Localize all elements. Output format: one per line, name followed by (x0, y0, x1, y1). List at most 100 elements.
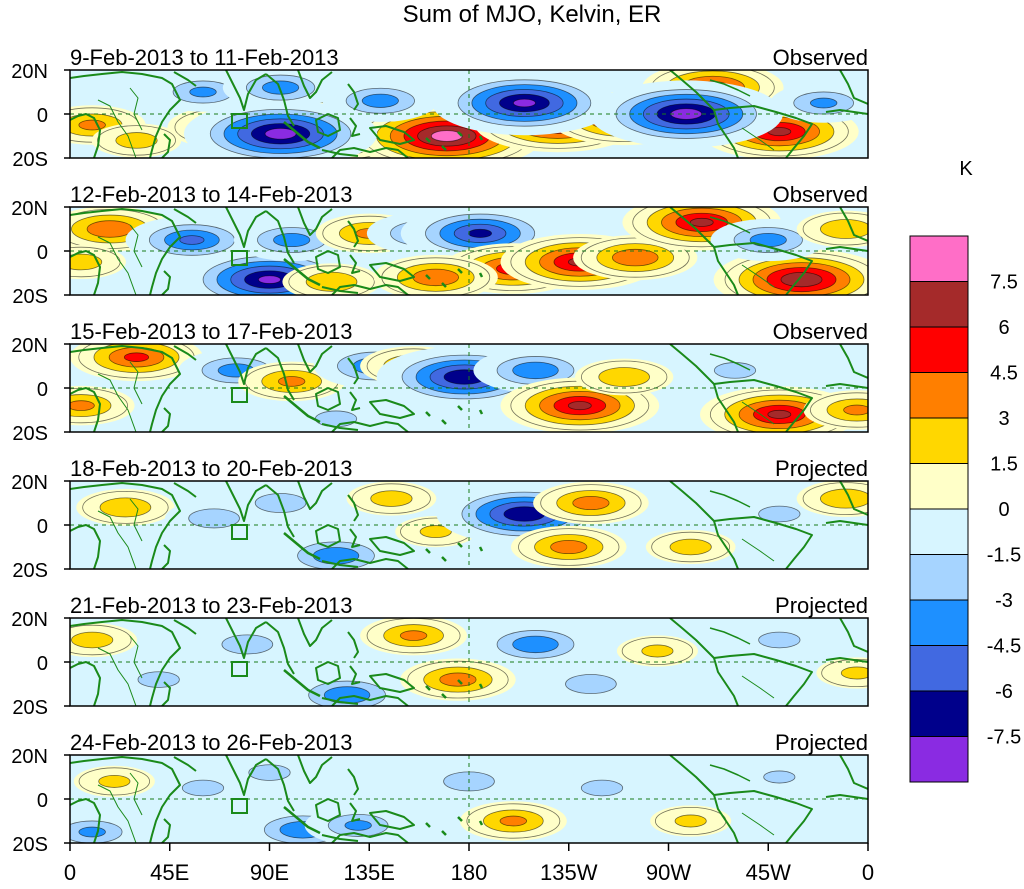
panels: 9-Feb-2013 to 11-Feb-2013 Observed 20N 0 20S… (11, 45, 869, 856)
panel-date-range: 24-Feb-2013 to 26-Feb-2013 (70, 730, 353, 755)
lat-tick-label: 0 (37, 653, 48, 675)
lat-tick-label: 20S (12, 697, 48, 719)
anomaly-contour (840, 666, 868, 680)
lon-tick-label: 0 (64, 860, 76, 885)
panel-status: Observed (773, 319, 868, 344)
lon-tick-label: 45E (150, 860, 189, 885)
lat-tick-label: 0 (37, 516, 48, 538)
anomaly-contour (123, 352, 150, 362)
anomaly-contour (277, 376, 306, 387)
colorbar-swatch (909, 554, 969, 601)
lon-tick-label: 90W (646, 860, 691, 885)
panel-date-range: 18-Feb-2013 to 20-Feb-2013 (70, 456, 353, 481)
colorbar-label: 4.5 (990, 363, 1018, 385)
panel-status: Observed (773, 182, 868, 207)
panel-status: Projected (775, 456, 868, 481)
lon-tick-label: 180 (451, 860, 488, 885)
lon-tick-label: 135W (540, 860, 598, 885)
anomaly-contour (820, 488, 868, 509)
colorbar-label: 0 (998, 499, 1009, 521)
region-box (231, 387, 248, 403)
anomaly-map (69, 206, 869, 296)
anomaly-contour (763, 770, 796, 784)
lat-tick-label: 20N (11, 61, 48, 83)
lat-tick-label: 20S (12, 286, 48, 308)
colorbar-swatch (909, 690, 969, 737)
anomaly-contour (674, 814, 707, 828)
colorbar-swatch (909, 326, 969, 373)
panel-frame (69, 480, 869, 570)
lat-tick-label: 20S (12, 423, 48, 445)
panel-status: Projected (775, 593, 868, 618)
anomaly-contour (439, 672, 477, 687)
longitude-axis: 0 45E 90E 135E 180 135W 90W 45W 0 (64, 843, 874, 885)
anomaly-contour (419, 525, 452, 539)
panel-frame (69, 69, 869, 159)
map-panel: 12-Feb-2013 to 14-Feb-2013 Observed 20N 0 20… (11, 182, 869, 308)
lat-tick-label: 20N (11, 198, 48, 220)
units-label: K (959, 158, 973, 180)
anomaly-contour (641, 644, 674, 658)
anomaly-contour (78, 826, 106, 838)
lat-tick-label: 20S (12, 560, 48, 582)
anomaly-contour (70, 400, 95, 411)
anomaly-map (69, 343, 869, 433)
lat-tick-label: 0 (37, 105, 48, 127)
region-box (231, 113, 248, 129)
map-panel: 9-Feb-2013 to 11-Feb-2013 Observed 20N 0 20S (11, 45, 869, 171)
panel-frame (69, 206, 869, 296)
anomaly-contour (512, 361, 559, 380)
anomaly-contour (188, 508, 240, 529)
region-box (231, 250, 248, 266)
panel-date-range: 9-Feb-2013 to 11-Feb-2013 (70, 45, 339, 70)
panel-status: Observed (773, 45, 868, 70)
lon-tick-label: 0 (862, 860, 874, 885)
map-panel: 21-Feb-2013 to 23-Feb-2013 Projected 20N 0 2… (11, 593, 869, 719)
anomaly-contour (344, 820, 372, 831)
anomaly-contour (689, 217, 714, 227)
colorbar-swatch (909, 508, 969, 555)
anomaly-contour (749, 232, 787, 248)
lat-tick-label: 0 (37, 790, 48, 812)
colorbar-swatch (909, 417, 969, 464)
anomaly-contour (758, 505, 801, 523)
anomaly-contour (565, 674, 617, 694)
anomaly-contour (843, 404, 868, 416)
anomaly-contour (99, 497, 152, 518)
panel-date-range: 12-Feb-2013 to 14-Feb-2013 (70, 182, 353, 207)
panel-status: Projected (775, 730, 868, 755)
colorbar: K 7.5 6 4.5 3 1.5 0 -1.5 -3 -4.5 -6 -7.5 (909, 158, 1021, 783)
anomaly-contour (809, 97, 838, 109)
anomaly-contour (273, 232, 311, 248)
anomaly-contour (314, 410, 358, 428)
anomaly-contour (115, 132, 158, 149)
colorbar-swatch (909, 599, 969, 646)
anomaly-contour (370, 490, 413, 507)
anomaly-map (69, 480, 869, 570)
map-panel: 24-Feb-2013 to 26-Feb-2013 Projected 20N 0 2… (11, 730, 869, 856)
lat-tick-label: 0 (37, 242, 48, 264)
anomaly-contour (70, 253, 103, 271)
anomaly-contour (580, 779, 624, 797)
anomaly-contour (820, 219, 868, 239)
colorbar-swatch (909, 235, 969, 282)
anomaly-contour (512, 98, 536, 108)
anomaly-contour (86, 220, 134, 238)
panel-frame (69, 617, 869, 707)
colorbar-label: -7.5 (987, 727, 1021, 749)
anomaly-contour (669, 538, 712, 556)
lat-tick-label: 20S (12, 149, 48, 171)
anomaly-contour (71, 631, 114, 649)
lat-tick-label: 0 (37, 379, 48, 401)
anomaly-map (69, 754, 869, 844)
colorbar-label: -4.5 (987, 636, 1021, 658)
lon-tick-label: 45W (746, 860, 791, 885)
anomaly-contour (312, 547, 360, 565)
colorbar-label: -3 (995, 590, 1013, 612)
colorbar-label: 7.5 (990, 272, 1018, 294)
colorbar-swatch (909, 281, 969, 328)
colorbar-swatch (909, 372, 969, 419)
panel-date-range: 15-Feb-2013 to 17-Feb-2013 (70, 319, 353, 344)
anomaly-contour (189, 86, 217, 98)
